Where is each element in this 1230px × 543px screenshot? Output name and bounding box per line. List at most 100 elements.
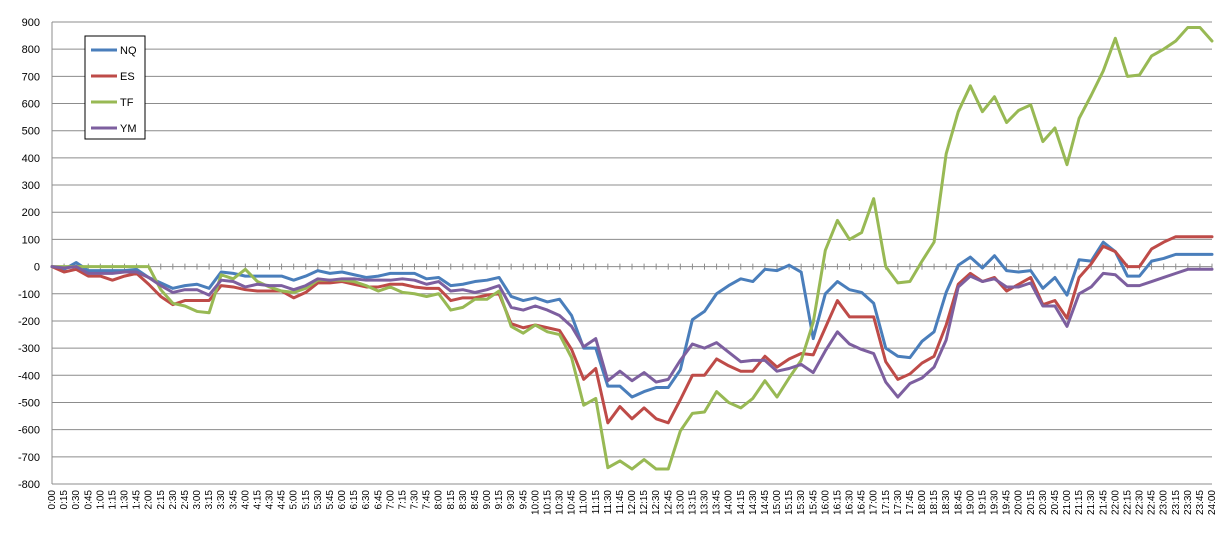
data-point-ym: [594, 337, 597, 340]
data-point-tf: [993, 95, 996, 98]
data-point-nq: [945, 291, 948, 294]
data-point-ym: [836, 330, 839, 333]
series-ym: [50, 265, 1214, 399]
data-point-ym: [486, 288, 489, 291]
data-point-ym: [727, 351, 730, 354]
data-point-tf: [232, 277, 235, 280]
data-point-ym: [87, 272, 90, 275]
data-point-es: [1029, 276, 1032, 279]
data-point-nq: [316, 269, 319, 272]
data-point-nq: [1162, 257, 1165, 260]
series-line-nq: [50, 240, 1214, 399]
series-line-tf: [50, 25, 1214, 471]
x-tick-label: 21:45: [1098, 490, 1109, 515]
x-tick-label: 9:30: [506, 490, 517, 510]
data-point-nq: [473, 280, 476, 283]
data-point-nq: [256, 275, 259, 278]
data-point-es: [872, 315, 875, 318]
data-point-es: [1198, 235, 1201, 238]
x-tick-label: 2:00: [144, 490, 155, 510]
data-point-tf: [715, 390, 718, 393]
x-tick-label: 16:45: [857, 490, 868, 515]
data-point-ym: [123, 271, 126, 274]
data-point-es: [1102, 245, 1105, 248]
data-point-tf: [449, 309, 452, 312]
x-tick-label: 0:00: [47, 490, 58, 510]
x-tick-label: 15:30: [796, 490, 807, 515]
data-point-ym: [703, 347, 706, 350]
data-point-ym: [232, 280, 235, 283]
data-point-nq: [328, 272, 331, 275]
data-point-ym: [618, 370, 621, 373]
data-point-tf: [365, 284, 368, 287]
data-point-es: [1053, 299, 1056, 302]
data-point-tf: [159, 288, 162, 291]
data-point-ym: [1126, 284, 1129, 287]
y-tick-label: 600: [22, 99, 40, 111]
data-point-ym: [1211, 268, 1214, 271]
data-point-nq: [220, 271, 223, 274]
data-point-es: [1162, 241, 1165, 244]
data-point-ym: [389, 279, 392, 282]
data-point-nq: [631, 396, 634, 399]
data-point-es: [425, 287, 428, 290]
x-tick-label: 10:30: [555, 490, 566, 515]
data-point-es: [606, 421, 609, 424]
data-point-ym: [691, 343, 694, 346]
data-point-es: [159, 295, 162, 298]
data-point-nq: [558, 298, 561, 301]
data-point-es: [703, 374, 706, 377]
x-tick-label: 4:15: [252, 490, 263, 510]
data-point-nq: [751, 280, 754, 283]
x-tick-label: 16:00: [820, 490, 831, 515]
x-tick-label: 6:45: [373, 490, 384, 510]
data-point-es: [908, 372, 911, 375]
data-point-tf: [522, 332, 525, 335]
x-tick-label: 6:30: [361, 490, 372, 510]
data-point-nq: [401, 272, 404, 275]
data-point-es: [183, 299, 186, 302]
data-point-nq: [993, 254, 996, 257]
x-tick-label: 1:15: [107, 490, 118, 510]
data-point-tf: [594, 397, 597, 400]
data-point-ym: [896, 396, 899, 399]
data-point-nq: [268, 275, 271, 278]
data-point-tf: [389, 285, 392, 288]
data-point-nq: [208, 287, 211, 290]
data-point-es: [461, 296, 464, 299]
x-tick-label: 20:00: [1014, 490, 1025, 515]
data-point-tf: [244, 268, 247, 271]
data-point-ym: [75, 265, 78, 268]
data-point-nq: [679, 368, 682, 371]
data-point-nq: [1126, 275, 1129, 278]
data-point-ym: [1162, 276, 1165, 279]
x-tick-label: 23:30: [1183, 490, 1194, 515]
y-tick-label: 500: [22, 126, 40, 138]
data-point-es: [87, 275, 90, 278]
data-point-es: [655, 417, 658, 420]
data-point-tf: [896, 281, 899, 284]
data-point-ym: [1078, 292, 1081, 295]
data-point-es: [776, 366, 779, 369]
data-point-tf: [631, 468, 634, 471]
data-point-tf: [1017, 109, 1020, 112]
data-point-tf: [1211, 40, 1214, 43]
data-point-es: [1186, 235, 1189, 238]
data-point-ym: [993, 277, 996, 280]
x-tick-label: 12:30: [651, 490, 662, 515]
data-point-nq: [618, 385, 621, 388]
data-point-nq: [1017, 271, 1020, 274]
data-point-nq: [365, 276, 368, 279]
data-point-ym: [1174, 272, 1177, 275]
data-point-es: [836, 299, 839, 302]
data-point-tf: [171, 302, 174, 305]
data-point-es: [111, 279, 114, 282]
x-tick-label: 4:45: [277, 490, 288, 510]
x-tick-label: 12:15: [639, 490, 650, 515]
data-point-ym: [1102, 272, 1105, 275]
data-point-tf: [618, 459, 621, 462]
data-point-nq: [461, 283, 464, 286]
data-point-es: [739, 370, 742, 373]
data-point-ym: [933, 366, 936, 369]
data-point-es: [570, 348, 573, 351]
